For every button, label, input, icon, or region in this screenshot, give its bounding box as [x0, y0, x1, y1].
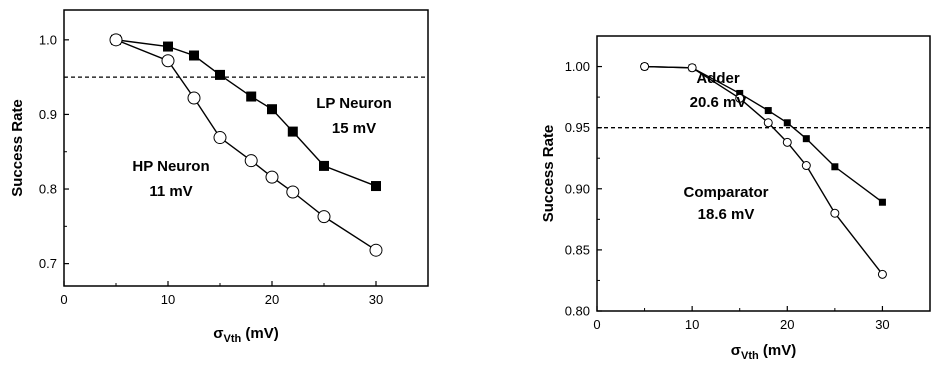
right-x-axis-label: σVth (mV)	[731, 342, 797, 362]
hp-neuron-point	[369, 243, 383, 257]
lp-neuron-point	[267, 104, 277, 115]
hp-neuron-value: 11 mV	[149, 183, 192, 200]
hp-neuron-point	[265, 170, 279, 184]
x-tick-label: 0	[60, 292, 67, 307]
adder-point	[831, 163, 839, 171]
comparator-point	[877, 269, 887, 279]
adder-label: Adder	[696, 70, 740, 87]
right-y-ticks: 0.80 0.85 0.90 0.95 1.00	[565, 59, 602, 319]
x-tick-label: 10	[161, 292, 175, 307]
comparator-point	[801, 161, 811, 171]
comparator-label: Comparator	[683, 184, 768, 201]
hp-neuron-point	[244, 154, 258, 168]
hp-neuron-point	[317, 210, 331, 224]
x-tick-label: 30	[875, 317, 889, 332]
y-tick-label: 0.85	[565, 242, 590, 257]
right-series	[640, 62, 887, 279]
comparator-point	[687, 63, 697, 73]
right-x-ticks: 0 10 20 30	[593, 306, 890, 332]
comparator-point	[763, 118, 773, 128]
x-tick-label: 10	[685, 317, 699, 332]
lp-neuron-label: LP Neuron	[316, 95, 392, 112]
lp-neuron-point	[246, 91, 257, 102]
x-tick-label: 20	[780, 317, 794, 332]
lp-neuron-point	[287, 126, 298, 137]
hp-neuron-point	[187, 91, 201, 105]
x-tick-label: 30	[369, 292, 383, 307]
hp-neuron-point	[109, 33, 123, 47]
adder-point	[783, 119, 791, 127]
hp-neuron-point	[213, 131, 227, 145]
comparator-point	[782, 137, 792, 147]
y-tick-label: 1.00	[565, 59, 590, 74]
y-tick-label: 0.80	[565, 304, 590, 319]
y-tick-label: 0.8	[39, 182, 57, 197]
lp-neuron-point	[371, 181, 381, 192]
left-x-axis-label: σVth (mV)	[213, 325, 279, 345]
lp-neuron-value: 15 mV	[332, 120, 376, 137]
hp-neuron-label: HP Neuron	[132, 158, 209, 175]
lp-neuron-point	[189, 50, 199, 61]
left-x-ticks: 0 10 20 30	[60, 281, 383, 307]
left-plot-frame	[63, 9, 429, 287]
comparator-point	[830, 208, 840, 218]
comparator-value: 18.6 mV	[698, 206, 755, 223]
comparator-point	[735, 93, 745, 103]
adder-point	[764, 107, 772, 115]
hp-neuron-point	[286, 185, 300, 199]
left-series	[109, 33, 383, 257]
y-tick-label: 0.90	[565, 181, 590, 196]
hp-neuron-line	[115, 39, 377, 251]
right-chart: 0 10 20 30 0.80 0.85 0.90 0.95 1.00 σVth (mV) S…	[540, 35, 931, 362]
lp-neuron-point	[215, 69, 225, 80]
left-chart: 0 10 20 30 0.7 0.8 0.9 1.0 σVth (mV) Success R…	[9, 9, 429, 345]
lp-neuron-point	[163, 41, 173, 52]
y-tick-label: 0.95	[565, 120, 590, 135]
x-tick-label: 0	[593, 317, 600, 332]
adder-point	[736, 89, 744, 97]
comparator-line	[644, 65, 883, 275]
comparator-point	[640, 62, 650, 72]
adder-point	[802, 135, 810, 143]
y-tick-label: 0.7	[39, 256, 57, 271]
right-plot-frame	[596, 35, 931, 312]
y-tick-label: 0.9	[39, 107, 57, 122]
y-tick-label: 1.0	[39, 32, 57, 47]
lp-neuron-point	[319, 160, 329, 171]
x-tick-label: 20	[265, 292, 279, 307]
right-y-axis-label: Success Rate	[540, 125, 557, 223]
adder-line	[644, 65, 883, 203]
left-y-ticks: 0.7 0.8 0.9 1.0	[39, 32, 69, 271]
adder-point	[878, 198, 886, 206]
adder-value: 20.6 mV	[690, 94, 747, 111]
left-y-axis-label: Success Rate	[9, 99, 26, 197]
hp-neuron-point	[161, 54, 175, 68]
